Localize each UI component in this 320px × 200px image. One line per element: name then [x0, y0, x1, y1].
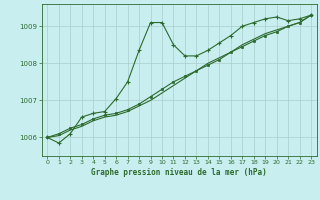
X-axis label: Graphe pression niveau de la mer (hPa): Graphe pression niveau de la mer (hPa)	[91, 168, 267, 177]
